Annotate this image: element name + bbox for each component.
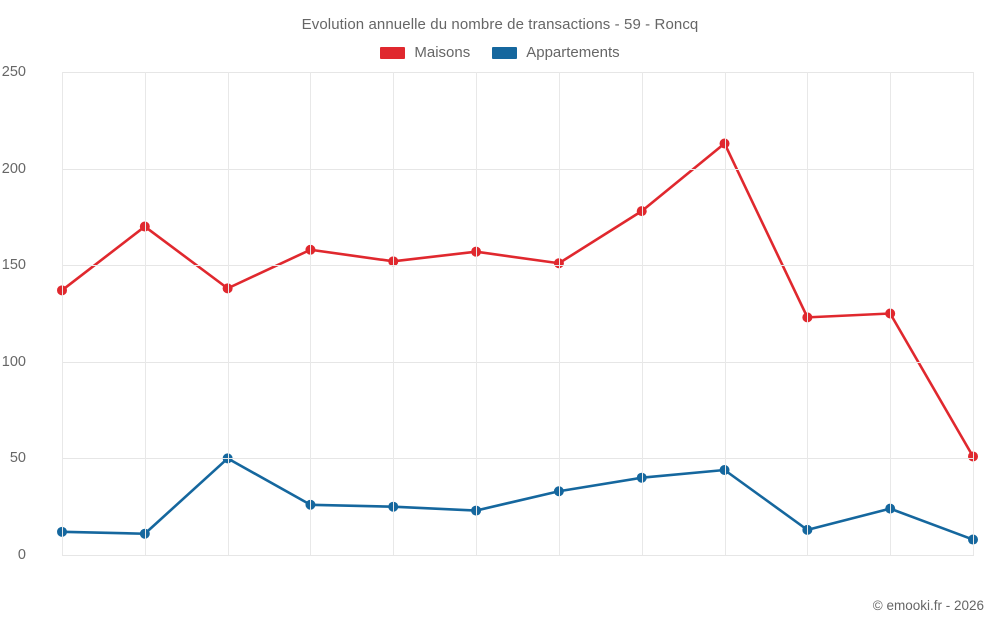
series-layer <box>57 138 978 545</box>
y-axis-tick-label: 250 <box>1 64 26 80</box>
gridline-vertical <box>890 72 892 555</box>
chart-title: Evolution annuelle du nombre de transact… <box>301 16 699 33</box>
legend-item-appartements[interactable]: Appartements <box>492 44 620 61</box>
legend-swatch-icon <box>380 46 406 59</box>
legend-item-label: Maisons <box>414 44 471 61</box>
legend-item-maisons[interactable]: Maisons <box>380 44 470 61</box>
y-axis-tick-label: 150 <box>1 257 26 274</box>
gridline-vertical <box>558 72 560 555</box>
y-axis-tick-label: 100 <box>1 353 26 370</box>
gridline-horizontal <box>62 72 974 73</box>
series-appartements <box>57 453 978 545</box>
gridline-vertical <box>973 72 974 555</box>
gridline-horizontal <box>62 458 974 460</box>
plot-area: 0501001502002502014201520162017201820192… <box>2 64 978 563</box>
gridline-horizontal <box>62 361 974 363</box>
series-line <box>60 142 975 458</box>
gridline-vertical <box>144 72 146 555</box>
footer-credit: © emooki.fr - 2026 <box>872 598 984 613</box>
y-axis-tick-label: 200 <box>1 160 26 177</box>
gridline-horizontal <box>62 168 974 170</box>
legend-swatch-icon <box>492 46 518 59</box>
chart-legend: Maisons Appartements <box>0 44 1000 61</box>
y-axis-tick-label: 0 <box>17 547 26 563</box>
series-line <box>60 457 975 541</box>
series-maisons <box>57 138 978 462</box>
gridline-horizontal <box>62 265 974 267</box>
gridline-vertical <box>227 72 229 555</box>
gridline-vertical <box>641 72 643 555</box>
y-axis-tick-label: 50 <box>9 450 26 467</box>
gridline-vertical <box>62 72 63 555</box>
gridline-vertical <box>724 72 726 555</box>
gridline-vertical <box>807 72 809 555</box>
gridline-vertical <box>310 72 312 555</box>
gridline-vertical <box>393 72 395 555</box>
gridline-horizontal <box>62 555 974 556</box>
legend-item-label: Appartements <box>526 44 620 61</box>
gridline-vertical <box>476 72 478 555</box>
